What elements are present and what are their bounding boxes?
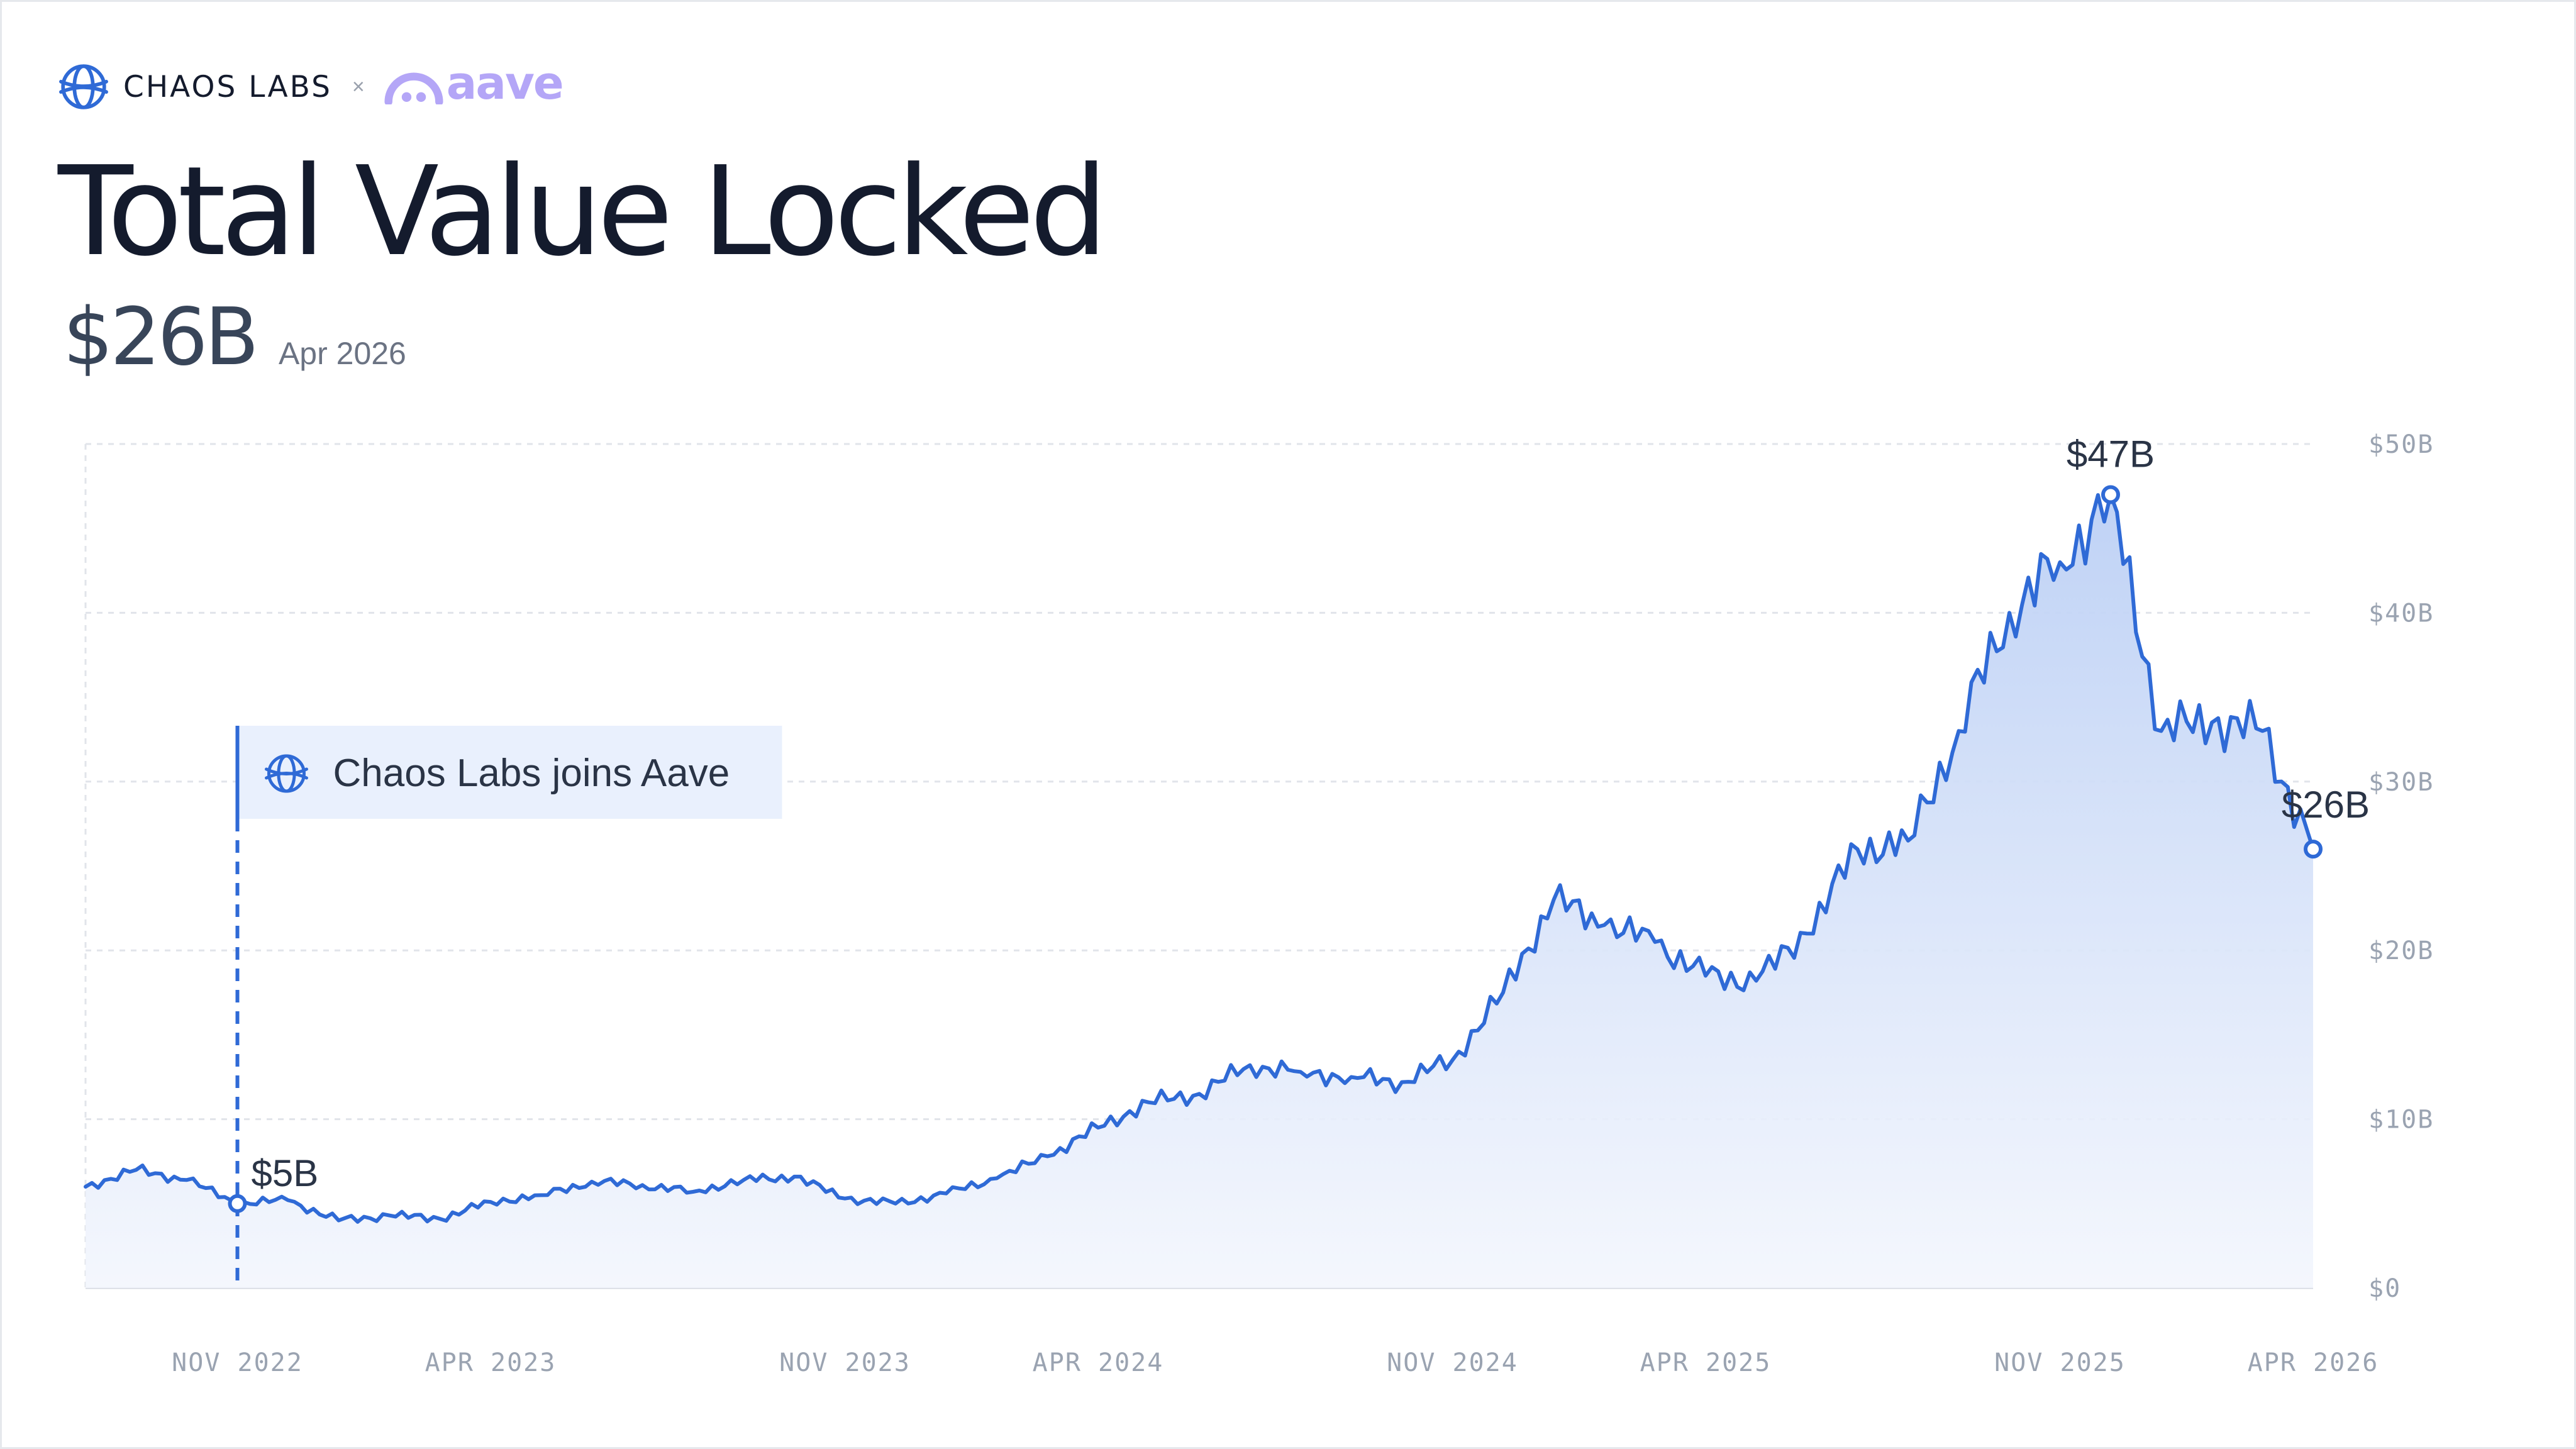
y-tick-label: $0 xyxy=(2368,1274,2401,1303)
series-area xyxy=(86,494,2313,1288)
page-title: Total Value Locked xyxy=(58,140,1108,284)
x-tick-label: NOV 2024 xyxy=(1387,1348,1518,1377)
x-tick-label: NOV 2022 xyxy=(172,1348,303,1377)
chaos-labs-wordmark: CHAOS LABS xyxy=(123,69,332,104)
brand-header: CHAOS LABS × aave xyxy=(58,57,564,117)
x-tick-label: APR 2023 xyxy=(425,1348,557,1377)
series-line xyxy=(84,492,2315,1224)
chaos-labs-globe-icon xyxy=(265,754,308,793)
headline-value: $26B xyxy=(63,291,259,383)
chaos-labs-globe-icon xyxy=(59,64,108,109)
event-callout: Chaos Labs joins Aave xyxy=(235,726,782,819)
data-point-label: $47B xyxy=(2067,433,2155,475)
x-tick-label: APR 2025 xyxy=(1640,1348,1772,1377)
data-point-marker xyxy=(2304,840,2323,859)
x-axis-ticks: NOV 2022 APR 2023 NOV 2023 APR 2024 NOV 2024… xyxy=(172,1348,2379,1377)
data-point-marker xyxy=(228,1194,247,1213)
data-point-marker xyxy=(2101,485,2120,504)
y-tick-label: $20B xyxy=(2368,936,2434,965)
callout-label: Chaos Labs joins Aave xyxy=(333,752,730,795)
y-tick-label: $10B xyxy=(2368,1106,2434,1135)
aave-ghost-icon xyxy=(384,72,443,104)
y-tick-label: $50B xyxy=(2368,430,2434,459)
aave-wordmark: aave xyxy=(446,57,564,109)
headline-metric: $26B Apr 2026 xyxy=(63,291,406,383)
data-point-label: $5B xyxy=(252,1152,319,1194)
y-tick-label: $40B xyxy=(2368,599,2434,628)
headline-date: Apr 2026 xyxy=(278,336,406,371)
data-point-label: $26B xyxy=(2282,784,2370,826)
x-tick-label: APR 2024 xyxy=(1033,1348,1164,1377)
x-tick-label: APR 2026 xyxy=(2248,1348,2379,1377)
brand-separator: × xyxy=(352,74,365,99)
annotations: $5B $47B $26B xyxy=(228,433,2370,1213)
x-tick-label: NOV 2023 xyxy=(779,1348,911,1377)
y-tick-label: $30B xyxy=(2368,768,2434,797)
y-axis-ticks: $0 $10B $20B $30B $40B $50B xyxy=(2368,430,2434,1303)
x-tick-label: NOV 2025 xyxy=(1994,1348,2126,1377)
callout-box xyxy=(237,726,782,819)
